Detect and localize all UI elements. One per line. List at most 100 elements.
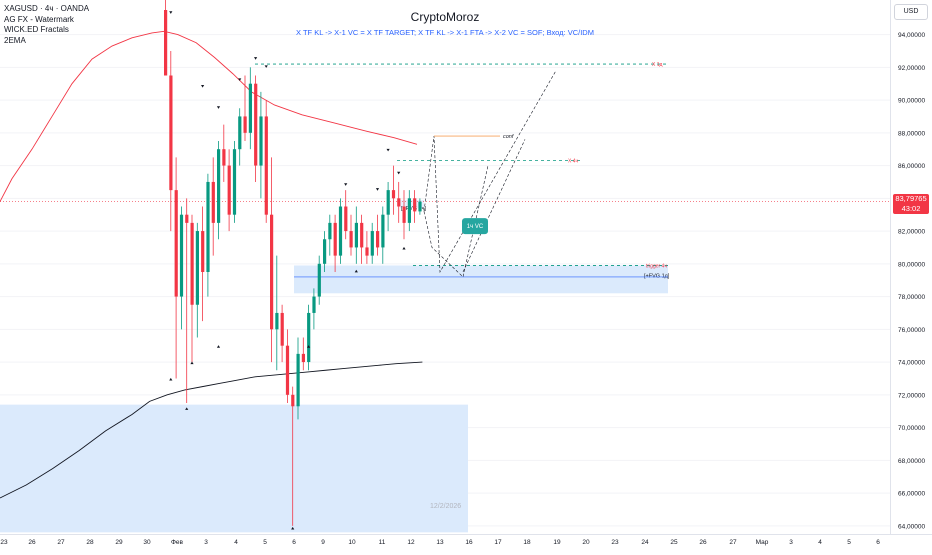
candle-body[interactable] [338, 206, 343, 256]
candle-body[interactable] [381, 214, 385, 248]
x-tick-label: 11 [379, 539, 386, 546]
candle-body[interactable] [344, 206, 348, 232]
x-tick-label: 9 [321, 539, 325, 546]
candle-body[interactable] [354, 222, 358, 248]
symbol-line[interactable]: XAGUSD · 4ч · OANDA [4, 4, 90, 13]
candle-body[interactable] [270, 214, 274, 330]
fractal-marker [216, 345, 221, 348]
candle-body[interactable] [317, 263, 321, 297]
candle-body[interactable] [307, 312, 311, 363]
candle-body[interactable] [206, 181, 210, 272]
conf-label: conf [503, 134, 514, 140]
y-tick-label: 68,00000 [898, 458, 925, 465]
candle-body[interactable] [243, 116, 247, 133]
fractal-marker [169, 377, 173, 381]
currency-button[interactable]: USD [894, 4, 928, 20]
candle-body[interactable] [264, 116, 268, 215]
x-tick-label: Фев [171, 539, 184, 546]
vc-box[interactable] [462, 218, 488, 235]
candle-body[interactable] [391, 190, 396, 199]
x-tick-label: 18 [523, 539, 531, 546]
fvg-zone[interactable] [400, 199, 424, 209]
candle-body[interactable] [285, 345, 290, 395]
candle-body[interactable] [349, 231, 353, 248]
fractal-marker [190, 361, 194, 365]
indicator-watermark[interactable]: AG FX - Watermark [4, 14, 74, 24]
fractal-marker [238, 78, 242, 82]
candle-body[interactable] [301, 353, 305, 363]
y-tick-label: 80,00000 [898, 261, 925, 268]
candle-body[interactable] [296, 353, 300, 407]
last-price-tag: 83,79765 43:02 [893, 194, 929, 214]
candle-body[interactable] [328, 222, 332, 240]
y-tick-label: 66,00000 [898, 491, 925, 498]
candle-body[interactable] [365, 247, 369, 256]
candle-body[interactable] [174, 190, 178, 297]
indicator-ema[interactable]: 2EMA [4, 35, 26, 45]
fractal-marker [216, 106, 221, 109]
candle-body[interactable] [275, 312, 279, 330]
candle-body[interactable] [201, 231, 205, 272]
bar-timer: 43:02 [901, 204, 921, 213]
candle-body[interactable] [386, 190, 390, 215]
x-tick-label: 23 [611, 539, 619, 546]
candle-body[interactable] [179, 214, 184, 297]
candle-body[interactable] [333, 222, 337, 256]
candle-body[interactable] [397, 198, 401, 207]
candle-body[interactable] [418, 201, 422, 212]
projection-path[interactable] [423, 70, 557, 274]
ema-slow-line [0, 361, 423, 499]
fractal-marker [375, 188, 380, 191]
candle-body[interactable] [376, 231, 380, 248]
y-tick-label: 64,00000 [898, 523, 925, 530]
fractal-marker [264, 65, 268, 68]
x-tick-label: 30 [143, 539, 151, 546]
candle-body[interactable] [413, 198, 417, 212]
candle-body[interactable] [312, 296, 316, 313]
candle-body[interactable] [195, 231, 199, 305]
projection-path[interactable] [462, 139, 526, 273]
candle-body[interactable] [190, 222, 194, 305]
x-tick-label: Мар [756, 539, 769, 546]
last-price-value: 83,79765 [895, 194, 927, 203]
x-tick-label: 5 [847, 539, 851, 546]
x-tick-label: 19 [553, 539, 561, 546]
candle-body[interactable] [254, 83, 258, 166]
fvg-zone[interactable] [294, 265, 668, 294]
fractal-marker [344, 183, 348, 186]
x-tick-label: 27 [729, 539, 737, 546]
fractal-marker [254, 57, 258, 60]
candle-body[interactable] [211, 181, 215, 223]
candle-body[interactable] [164, 10, 168, 76]
candle-body[interactable] [407, 198, 411, 223]
candle-body[interactable] [280, 312, 284, 346]
candle-body[interactable] [217, 149, 221, 223]
candle-body[interactable] [291, 394, 295, 407]
fractal-marker [185, 407, 189, 410]
x-tick-label: 16 [465, 539, 473, 546]
candle-body[interactable] [248, 83, 252, 133]
watermark-title: CryptoMoroz [410, 10, 480, 24]
candle-body[interactable] [232, 149, 237, 215]
y-tick-label: 74,00000 [898, 360, 925, 367]
candle-body[interactable] [227, 165, 231, 215]
candle-body[interactable] [360, 222, 364, 248]
candle-body[interactable] [169, 75, 173, 191]
x-tick-label: 10 [348, 539, 356, 546]
candle-body[interactable] [259, 116, 263, 166]
candle-body[interactable] [323, 239, 327, 264]
x-tick-label: 25 [670, 539, 678, 546]
fractal-marker [169, 11, 173, 14]
candle-body[interactable] [370, 231, 374, 256]
indicator-fractals[interactable]: WICK.ED Fractals [4, 25, 69, 34]
candle-body[interactable] [402, 206, 406, 223]
y-tick-label: 70,00000 [898, 425, 925, 432]
watermark-date: 12/2/2026 [430, 503, 461, 510]
candle-body[interactable] [185, 214, 189, 223]
level-label: trigger 4ч [646, 263, 667, 269]
fvg-zone[interactable] [0, 404, 468, 533]
y-tick-label: 88,00000 [898, 130, 925, 137]
candle-body[interactable] [222, 149, 226, 166]
candle-body[interactable] [238, 116, 242, 150]
